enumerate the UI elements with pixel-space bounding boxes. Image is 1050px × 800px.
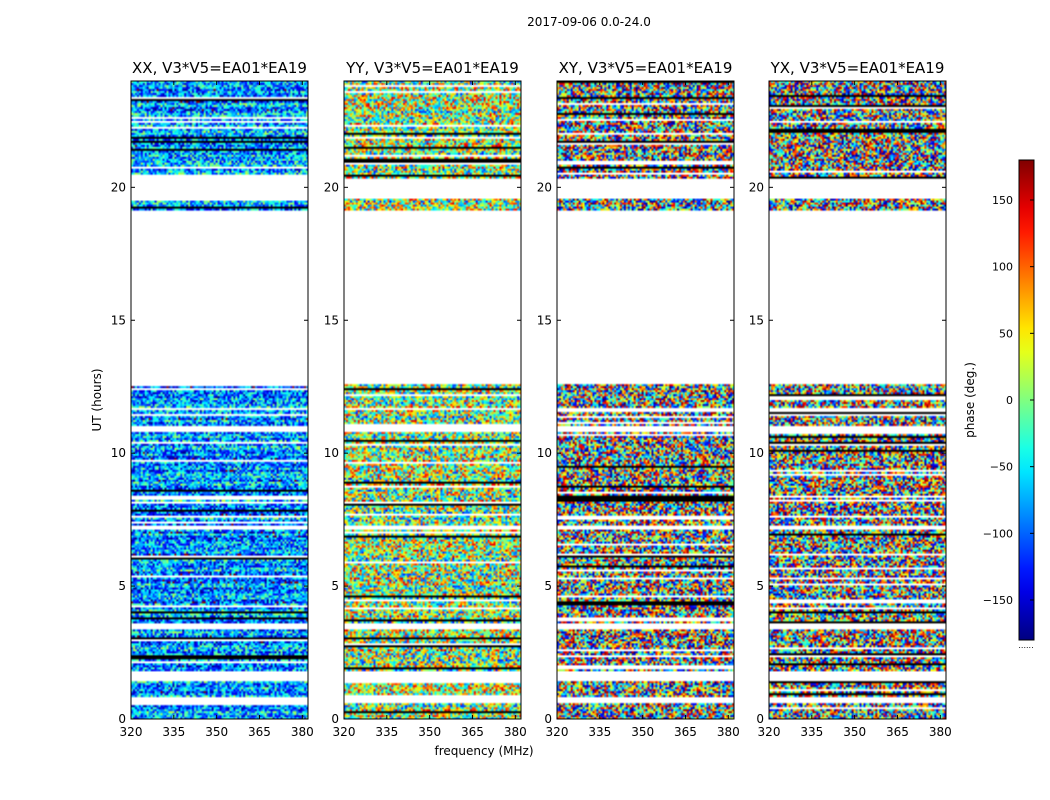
panel-frame [768, 80, 947, 720]
colorbar-label: phase (deg.) [963, 362, 977, 438]
colorbar-tick-label: −150 [983, 594, 1013, 607]
x-tick-label: 380 [291, 725, 314, 739]
x-tick-label: 365 [674, 725, 697, 739]
x-tick-label: 320 [333, 725, 356, 739]
y-tick-label: 15 [111, 313, 126, 327]
y-tick-label: 20 [537, 180, 552, 194]
panel-title-yy: YY, V3*V5=EA01*EA19 [345, 59, 519, 77]
panel-title-xx: XX, V3*V5=EA01*EA19 [132, 59, 307, 77]
y-tick-label: 20 [111, 180, 126, 194]
panel-xy: XY, V3*V5=EA01*EA19 320 335 350 365 380 0 5 10 15… [537, 59, 740, 739]
colorbar-tick-label: 100 [992, 261, 1013, 274]
colorbar-footnote: ...... [1018, 641, 1033, 650]
x-tick-label: 335 [162, 725, 185, 739]
x-tick-label: 335 [800, 725, 823, 739]
x-tick-label: 365 [248, 725, 271, 739]
panel-title-xy: XY, V3*V5=EA01*EA19 [559, 59, 733, 77]
colorbar-tick-label: 0 [1006, 394, 1013, 407]
x-axis-label: frequency (MHz) [434, 744, 533, 758]
y-tick-label: 5 [756, 579, 764, 593]
y-tick-label: 0 [118, 712, 126, 726]
panel-frame [130, 80, 309, 720]
panel-xx: XX, V3*V5=EA01*EA19 320 335 350 365 380 0 5 10 15… [111, 59, 314, 739]
x-tick-label: 380 [717, 725, 740, 739]
panel-yx: YX, V3*V5=EA01*EA19 320 335 350 365 380 0 5 10 15… [749, 59, 952, 739]
y-axis-label: UT (hours) [90, 368, 104, 431]
x-tick-label: 320 [546, 725, 569, 739]
x-tick-label: 350 [843, 725, 866, 739]
x-tick-label: 365 [461, 725, 484, 739]
y-tick-label: 0 [331, 712, 339, 726]
phase-heatmap-xx [131, 81, 308, 719]
colorbar: −150 −100 −50 0 50 100 150 [983, 159, 1035, 641]
panel-frame [556, 80, 735, 720]
y-tick-label: 20 [749, 180, 764, 194]
x-tick-label: 365 [886, 725, 909, 739]
panel-yy: YY, V3*V5=EA01*EA19 320 335 350 365 380 0 5 10 15… [324, 59, 527, 739]
x-tick-label: 320 [758, 725, 781, 739]
y-tick-label: 0 [544, 712, 552, 726]
y-tick-label: 15 [537, 313, 552, 327]
x-tick-label: 335 [375, 725, 398, 739]
x-tick-label: 350 [205, 725, 228, 739]
x-tick-label: 380 [504, 725, 527, 739]
y-tick-label: 5 [118, 579, 126, 593]
y-tick-label: 10 [324, 446, 339, 460]
colorbar-tick-label: −50 [990, 461, 1013, 474]
y-tick-label: 15 [749, 313, 764, 327]
panels: XX, V3*V5=EA01*EA19 320 335 350 365 380 0 5 10 15… [111, 59, 952, 739]
x-tick-label: 320 [120, 725, 143, 739]
colorbar-tick-label: 50 [999, 327, 1013, 340]
y-tick-label: 10 [111, 446, 126, 460]
phase-heatmap-yy [344, 81, 521, 719]
y-tick-label: 5 [544, 579, 552, 593]
phase-heatmap-yx [769, 81, 946, 719]
figure-title: 2017-09-06 0.0-24.0 [527, 15, 651, 29]
y-tick-label: 20 [324, 180, 339, 194]
panel-frame [343, 80, 522, 720]
colorbar-tick-label: 150 [992, 194, 1013, 207]
panel-title-yx: YX, V3*V5=EA01*EA19 [770, 59, 945, 77]
y-tick-label: 0 [756, 712, 764, 726]
x-tick-label: 335 [588, 725, 611, 739]
x-tick-label: 350 [418, 725, 441, 739]
y-tick-label: 10 [537, 446, 552, 460]
y-tick-label: 5 [331, 579, 339, 593]
colorbar-tick-label: −100 [983, 527, 1013, 540]
x-tick-label: 380 [929, 725, 952, 739]
y-tick-label: 10 [749, 446, 764, 460]
phase-heatmap-xy [557, 81, 734, 719]
x-tick-label: 350 [631, 725, 654, 739]
y-tick-label: 15 [324, 313, 339, 327]
